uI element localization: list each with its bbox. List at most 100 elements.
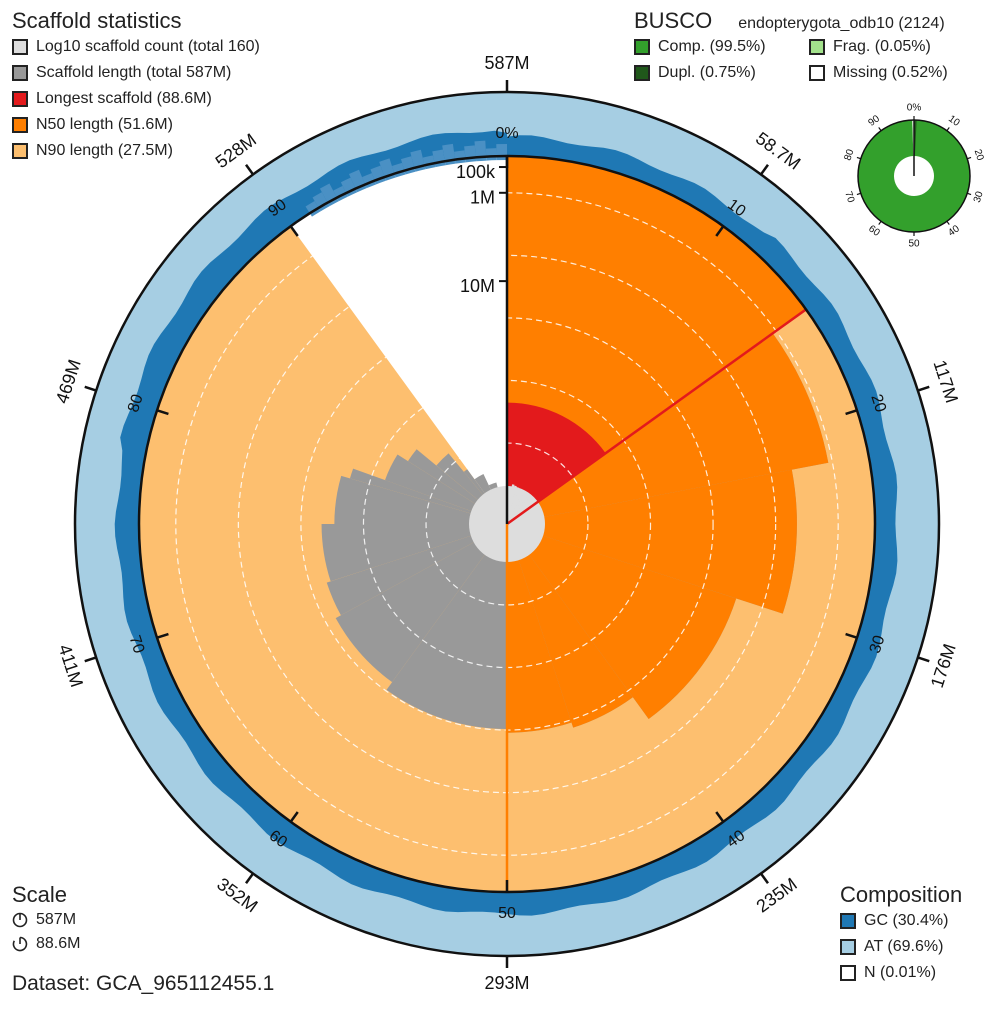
busco-legend-item-3: Missing (0.52%): [809, 60, 969, 86]
radial-tick-label: 10M: [460, 276, 495, 296]
busco-legend-item-0-label: Comp. (99.5%): [658, 38, 766, 55]
legend-item-4-label: N90 length (27.5M): [36, 142, 173, 159]
legend-item-3: N50 length (51.6M): [12, 112, 260, 138]
scaffold-length-segment: [321, 524, 507, 582]
percent-tick: [715, 811, 725, 823]
busco-tick-label: 90: [866, 113, 882, 129]
scale-longest-label: 88.6M: [36, 935, 81, 952]
legend-item-2-label: Longest scaffold (88.6M): [36, 90, 212, 107]
length-tick-label: 117M: [929, 358, 962, 406]
busco-legend-item-2: Dupl. (0.75%): [634, 60, 809, 86]
percent-tick: [845, 409, 858, 416]
scale-total: 587M: [12, 908, 80, 932]
percent-tick-label: 70: [126, 633, 148, 655]
log-count-segment: [507, 514, 531, 524]
log-count-segment: [507, 513, 531, 524]
legend-item-0-swatch: [12, 39, 28, 55]
busco-complete-arc: [857, 120, 970, 233]
busco-legend-item-2-swatch: [634, 65, 650, 81]
scaffold-length-segment: [334, 475, 507, 524]
count-band-segment: [464, 145, 477, 163]
scale-legend: Scale 587M 88.6M: [12, 882, 80, 956]
full-circle-scale-icon: [12, 912, 28, 928]
n50-segment: [507, 524, 737, 719]
busco-tick-label: 50: [908, 239, 920, 250]
busco-tick: [946, 127, 950, 132]
busco-tick-label: 10: [946, 113, 962, 129]
busco-tick-label: 60: [866, 223, 882, 239]
busco-title: BUSCO: [634, 8, 713, 33]
percent-tick: [289, 811, 299, 823]
longest-line: [506, 308, 807, 526]
busco-tick-label: 70: [842, 190, 856, 204]
n50-segment: [507, 469, 797, 614]
composition-legend-item-2-swatch: [840, 965, 856, 981]
busco-tick: [856, 192, 861, 196]
busco-tick-label: 80: [843, 148, 857, 162]
composition-legend: Composition GC (30.4%) AT (69.6%) N (0.01%…: [840, 882, 962, 986]
busco-ring-chart: 0% 10 20 30 40 50 60 70 80 90: [842, 103, 986, 250]
radial-tick-label: 1M: [470, 188, 495, 208]
busco-tick-label: 40: [946, 223, 962, 239]
busco-tick-label: 0%: [907, 103, 922, 114]
marker-lines: [505, 156, 807, 892]
composition-legend-item-1-swatch: [840, 939, 856, 955]
length-tick-label: 58.7M: [752, 128, 804, 174]
log-count-segment: [507, 497, 528, 524]
length-tick: [917, 656, 930, 663]
busco-tick: [946, 220, 950, 225]
log-count-segment: [507, 495, 527, 524]
length-tick-label: 235M: [753, 874, 801, 917]
busco-legend-item-2-label: Dupl. (0.75%): [658, 64, 756, 81]
percent-tick-label: 30: [867, 633, 889, 655]
percent-tick: [156, 632, 169, 639]
log-count-segment: [507, 488, 521, 524]
busco-tick: [856, 156, 861, 160]
busco-tick: [878, 220, 882, 225]
count-band-segment: [485, 148, 497, 161]
busco-tick: [967, 156, 972, 160]
log-count-segment: [507, 484, 515, 524]
composition-legend-item-0: GC (30.4%): [840, 908, 962, 934]
composition-legend-item-1: AT (69.6%): [840, 934, 962, 960]
scale-title: Scale: [12, 882, 68, 907]
count-band-segment: [496, 144, 507, 161]
legend-title: Scaffold statistics: [12, 8, 182, 33]
count-band-segment: [370, 165, 386, 185]
legend-item-4: N90 length (27.5M): [12, 138, 260, 164]
composition-title: Composition: [840, 882, 963, 907]
composition-legend-item-1-label: AT (69.6%): [864, 938, 944, 955]
busco-tick-label: 30: [972, 190, 986, 204]
scale-longest: 88.6M: [12, 932, 80, 956]
log-count-segment: [507, 493, 526, 524]
scale-total-label: 587M: [36, 911, 77, 928]
percent-tick: [715, 225, 725, 237]
busco-tick: [967, 192, 972, 196]
legend-item-1-swatch: [12, 65, 28, 81]
count-band-segment: [312, 192, 330, 212]
legend-item-0-label: Log10 scaffold count (total 160): [36, 38, 260, 55]
composition-legend-item-2: N (0.01%): [840, 960, 962, 986]
length-tick-label: 469M: [52, 357, 85, 406]
scaffold-length-segment: [326, 524, 507, 616]
busco-legend-item-0-swatch: [634, 39, 650, 55]
legend-item-0: Log10 scaffold count (total 160): [12, 34, 260, 60]
busco-legend-item-0: Comp. (99.5%): [634, 34, 809, 60]
percent-tick: [289, 225, 299, 237]
busco-fragmented-arc: [912, 120, 914, 157]
n50-segment: [507, 524, 633, 728]
composition-legend-item-0-swatch: [840, 913, 856, 929]
scaffold-legend: Scaffold statistics Log10 scaffold count…: [12, 8, 260, 164]
percent-tick-label: 80: [125, 392, 147, 414]
radial-tick-label: 100k: [456, 162, 496, 182]
length-tick-label: 176M: [927, 641, 960, 690]
busco-legend-item-1: Frag. (0.05%): [809, 34, 969, 60]
percent-tick: [845, 632, 858, 639]
busco-legend-item-1-swatch: [809, 39, 825, 55]
legend-item-3-swatch: [12, 117, 28, 133]
legend-item-2-swatch: [12, 91, 28, 107]
percent-tick-label: 50: [498, 905, 516, 922]
count-band-segment: [305, 200, 321, 217]
busco-tick: [878, 127, 882, 132]
